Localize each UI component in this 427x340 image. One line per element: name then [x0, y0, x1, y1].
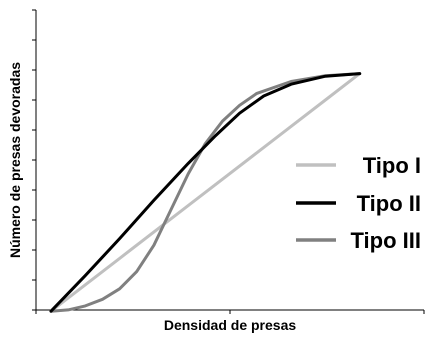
series-lines [49, 72, 362, 313]
legend-label-tipo-iii: Tipo III [351, 228, 421, 253]
x-axis-title: Densidad de presas [164, 317, 296, 333]
y-axis-title: Número de presas devoradas [7, 62, 23, 258]
legend: Tipo I Tipo II Tipo III [296, 153, 421, 253]
legend-label-tipo-i: Tipo I [363, 153, 421, 178]
series-line-tipo-i [49, 72, 362, 313]
legend-label-tipo-ii: Tipo II [357, 191, 421, 216]
series-line-tipo-iii [49, 72, 362, 313]
series-line-tipo-ii [49, 72, 362, 313]
axes [32, 9, 425, 314]
